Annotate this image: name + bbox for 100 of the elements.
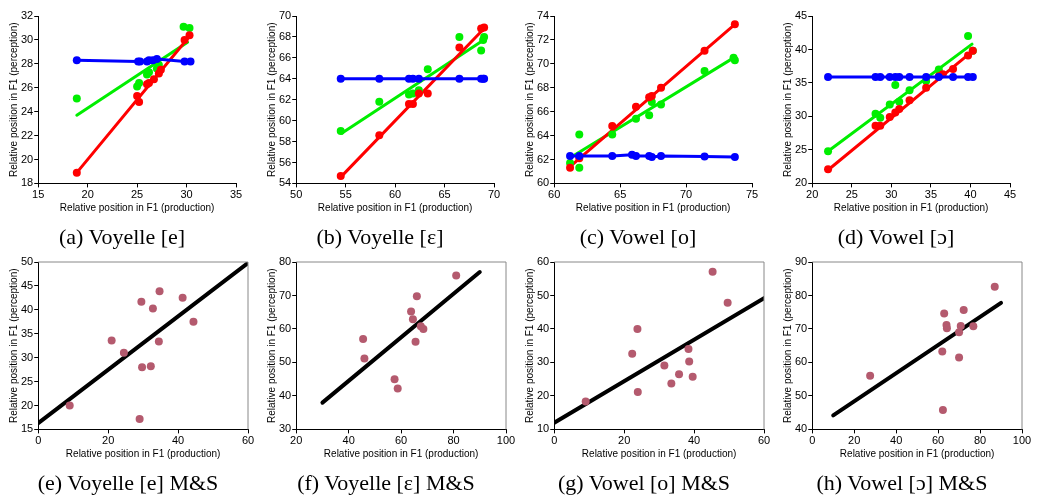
y-tick-label: 64 bbox=[536, 128, 550, 141]
x-axis-title: Relative position in F1 (production) bbox=[839, 448, 995, 460]
text: (g) Vowel [o] M&S bbox=[557, 469, 731, 495]
point bbox=[631, 102, 640, 111]
y-tick-label: 80 bbox=[278, 255, 292, 268]
point bbox=[895, 97, 904, 106]
point bbox=[186, 57, 195, 66]
point bbox=[922, 72, 931, 81]
point bbox=[119, 348, 128, 357]
point bbox=[885, 113, 894, 122]
y-tick-label: 15 bbox=[20, 422, 34, 435]
point bbox=[905, 72, 914, 81]
y-tick-label: 32 bbox=[20, 9, 34, 22]
point bbox=[955, 353, 964, 362]
y-tick-label: 20 bbox=[536, 388, 550, 401]
point bbox=[969, 322, 978, 331]
x-tick-label: 75 bbox=[745, 188, 759, 201]
point bbox=[455, 32, 464, 41]
x-tick-label: 30 bbox=[885, 188, 898, 201]
x-tick-label: 20 bbox=[290, 434, 303, 447]
point bbox=[866, 371, 875, 380]
y-tick-label: 64 bbox=[278, 71, 292, 84]
y-tick-label: 45 bbox=[20, 278, 34, 291]
x-tick-label: 25 bbox=[845, 188, 858, 201]
y-tick-label: 25 bbox=[794, 142, 808, 155]
x-tick-label: 60 bbox=[757, 434, 771, 447]
x-axis-title: Relative position in F1 (production) bbox=[65, 448, 221, 460]
point bbox=[477, 46, 486, 55]
y-tick-label: 30 bbox=[20, 350, 34, 363]
y-tick-label: 60 bbox=[278, 321, 292, 334]
text: (a) Voyelle [e] bbox=[58, 223, 186, 249]
y-tick-label: 70 bbox=[278, 288, 292, 301]
point bbox=[700, 152, 709, 161]
point bbox=[178, 293, 187, 302]
point bbox=[628, 349, 637, 358]
point bbox=[685, 357, 694, 366]
y-tick-label: 70 bbox=[278, 9, 292, 22]
x-tick-label: 60 bbox=[548, 188, 561, 201]
x-tick-label: 70 bbox=[679, 188, 693, 201]
x-axis-title: Relative position in F1 (production) bbox=[59, 202, 215, 214]
x-tick-label: 0 bbox=[35, 434, 42, 447]
point bbox=[135, 414, 144, 423]
x-axis-title: Relative position in F1 (production) bbox=[581, 448, 737, 460]
y-tick-label: 90 bbox=[794, 255, 808, 268]
point bbox=[581, 397, 590, 406]
y-axis-title: Relative position in F1 (perception) bbox=[7, 22, 19, 177]
y-tick-label: 30 bbox=[794, 109, 808, 122]
y-tick-label: 40 bbox=[794, 42, 808, 55]
point bbox=[455, 43, 464, 52]
y-tick-label: 20 bbox=[20, 152, 34, 165]
y-tick-label: 25 bbox=[20, 374, 34, 387]
point bbox=[138, 363, 147, 372]
x-tick-label: 50 bbox=[290, 188, 303, 201]
point bbox=[949, 72, 958, 81]
x-tick-label: 40 bbox=[890, 434, 903, 447]
y-tick-label: 58 bbox=[278, 134, 292, 147]
point bbox=[700, 67, 709, 75]
x-tick-label: 30 bbox=[180, 188, 193, 201]
point bbox=[412, 292, 421, 301]
x-tick-label: 0 bbox=[551, 434, 558, 447]
point bbox=[964, 51, 973, 60]
point bbox=[922, 83, 931, 92]
point bbox=[675, 370, 684, 379]
point bbox=[949, 64, 958, 73]
y-tick-label: 35 bbox=[794, 75, 808, 88]
text: (c) Vowel [o] bbox=[579, 223, 697, 249]
x-tick-label: 20 bbox=[102, 434, 115, 447]
point bbox=[575, 130, 584, 139]
y-tick-label: 66 bbox=[536, 104, 550, 117]
point bbox=[667, 379, 676, 388]
x-axis-title: Relative position in F1 (production) bbox=[833, 202, 989, 214]
x-tick-label: 60 bbox=[394, 434, 408, 447]
point bbox=[72, 168, 81, 177]
point bbox=[723, 298, 732, 307]
point bbox=[645, 111, 654, 120]
x-tick-label: 40 bbox=[687, 434, 701, 447]
point bbox=[185, 31, 194, 40]
x-tick-label: 20 bbox=[618, 434, 631, 447]
text: (b) Voyelle [ɛ] bbox=[316, 223, 444, 249]
point bbox=[566, 151, 575, 160]
point bbox=[408, 315, 417, 324]
y-tick-label: 80 bbox=[794, 288, 808, 301]
x-tick-label: 70 bbox=[487, 188, 501, 201]
point bbox=[956, 321, 965, 330]
y-axis-title: Relative position in F1 (perception) bbox=[781, 22, 793, 177]
y-tick-label: 35 bbox=[20, 326, 34, 339]
y-tick-label: 50 bbox=[278, 355, 292, 368]
y-tick-label: 20 bbox=[20, 398, 34, 411]
point bbox=[566, 163, 575, 172]
point bbox=[375, 97, 384, 106]
y-tick-label: 60 bbox=[536, 255, 550, 268]
point bbox=[824, 72, 833, 81]
point bbox=[479, 36, 488, 45]
point bbox=[407, 307, 416, 316]
y-tick-label: 50 bbox=[536, 288, 550, 301]
y-tick-label: 40 bbox=[794, 422, 808, 435]
y-tick-label: 26 bbox=[20, 80, 34, 93]
point bbox=[938, 347, 947, 356]
point bbox=[452, 271, 461, 280]
y-axis-title: Relative position in F1 (perception) bbox=[523, 22, 535, 177]
